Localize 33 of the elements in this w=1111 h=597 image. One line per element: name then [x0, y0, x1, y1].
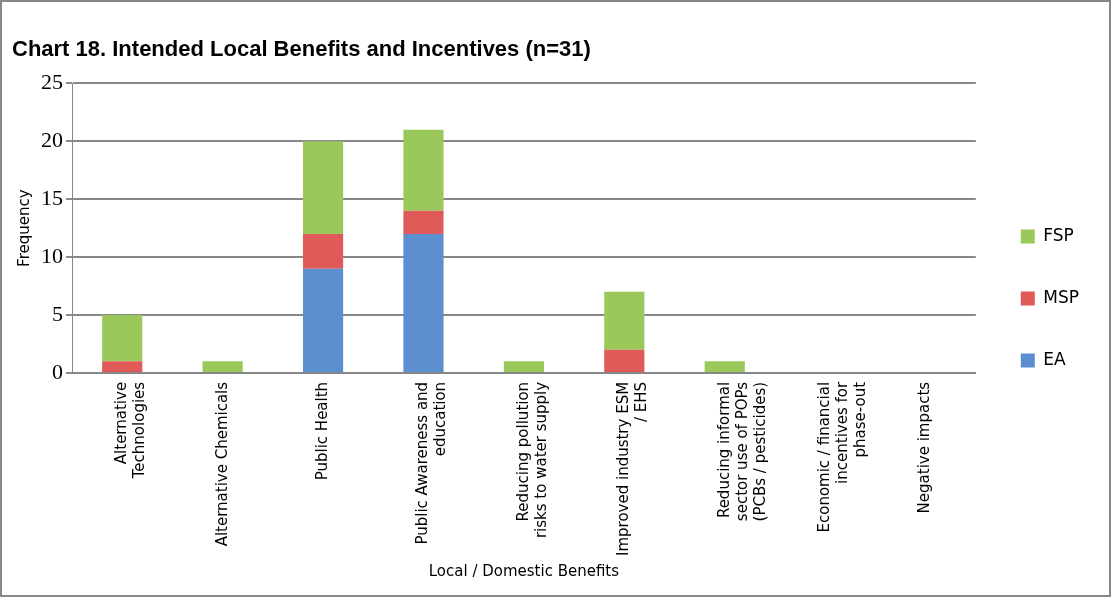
bar	[704, 361, 745, 372]
bar	[403, 129, 444, 211]
x-tick-label: Public Health	[312, 381, 331, 481]
y-tick-label: 25	[41, 69, 63, 95]
y-tick-label: 20	[41, 127, 63, 153]
bar	[503, 361, 544, 372]
y-axis-title: Frequency	[14, 189, 33, 267]
bar	[302, 141, 344, 234]
bar	[403, 210, 444, 234]
x-axis-title: Local / Domestic Benefits	[428, 561, 620, 580]
x-tick-label: Improved industry ESM / EHS	[614, 381, 651, 557]
x-tick-label: Alternative Technologies	[112, 381, 149, 480]
bar	[604, 291, 645, 350]
bar	[102, 361, 143, 372]
bar	[302, 268, 344, 372]
legend-label: FSP	[1043, 224, 1074, 245]
x-tick-label: Reducing informal sector use of POPs (PCBs / pesticides)	[714, 381, 769, 522]
x-tick-label: Economic / financial incentives for phase-out	[815, 381, 870, 533]
bar	[302, 233, 344, 269]
x-tick-label: Public Awareness and education	[413, 381, 450, 545]
legend-label: EA	[1043, 348, 1067, 369]
chart-title: Chart 18. Intended Local Benefits and Incentives (n=31)	[12, 36, 591, 62]
y-tick-label: 5	[52, 300, 63, 326]
x-tick-label: Negative impacts	[915, 381, 934, 514]
x-tick-label: Alternative Chemicals	[212, 381, 231, 547]
bar	[403, 233, 444, 372]
y-tick-label: 0	[52, 358, 63, 384]
legend-label: MSP	[1043, 286, 1080, 307]
bar	[604, 349, 645, 372]
y-tick-label: 10	[41, 242, 63, 268]
bar	[202, 361, 243, 372]
y-tick-label: 15	[41, 184, 63, 210]
bar	[102, 314, 143, 362]
